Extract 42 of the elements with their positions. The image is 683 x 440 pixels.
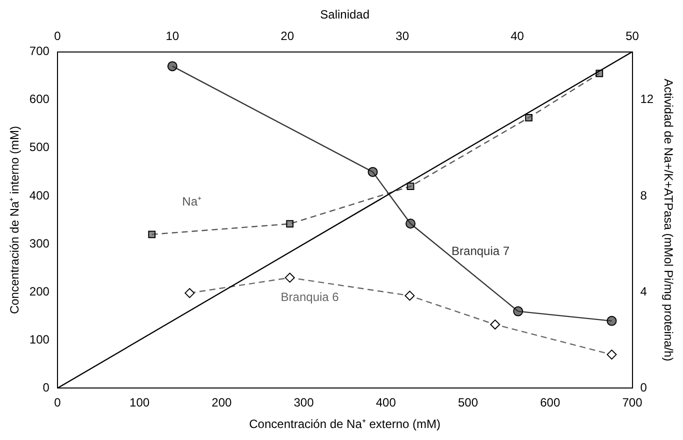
x-tick-label: 500: [458, 396, 478, 410]
y-tick-label: 500: [29, 140, 50, 154]
y-tick-label: 700: [29, 44, 50, 58]
point: [525, 114, 532, 122]
y-tick-label: 0: [42, 380, 50, 395]
y-tick-label: 300: [29, 236, 50, 250]
y-tick-label: 100: [29, 332, 50, 346]
point: [368, 166, 378, 177]
x2-tick-label: 30: [396, 28, 410, 43]
series-label: Branquia 6: [280, 290, 340, 304]
point: [406, 182, 414, 190]
x-tick-label: 200: [212, 396, 232, 410]
y2-tick-label: 4: [640, 284, 648, 298]
point: [513, 306, 524, 316]
x-axis-title: Concentración de Na⁺ externo (mM): [249, 417, 441, 432]
x2-tick-label: 50: [626, 28, 640, 43]
x2-axis-title: Salinidad: [320, 8, 370, 22]
x2-tick-label: 0: [54, 28, 62, 43]
y-tick-label: 400: [29, 188, 50, 202]
y2-tick-label: 8: [640, 188, 648, 202]
point: [286, 220, 294, 228]
series-label: Branquia 7: [452, 244, 510, 258]
y2-axis-title: Actividad de Na+/K+ATPasa (mMol Pi/mg proteina/h): [661, 78, 676, 362]
x-tick-label: 600: [540, 396, 560, 410]
series-label: Na⁺: [182, 194, 202, 209]
x2-tick-label: 40: [510, 28, 524, 43]
point: [606, 316, 617, 326]
x-tick-label: 700: [622, 396, 643, 410]
point: [148, 230, 156, 238]
y-tick-label: 200: [29, 284, 50, 298]
point: [406, 218, 416, 229]
y2-tick-label: 12: [640, 92, 654, 106]
x-tick-label: 400: [376, 396, 396, 410]
x2-tick-label: 10: [166, 28, 180, 43]
x2-tick-label: 20: [280, 28, 294, 43]
x-tick-label: 100: [130, 396, 150, 410]
point: [167, 61, 178, 72]
x-tick-label: 0: [54, 396, 62, 410]
y-axis-title: Concentración de Na⁺ interno (mM): [8, 126, 22, 314]
y2-tick-label: 0: [640, 380, 648, 395]
y-tick-label: 600: [29, 92, 50, 106]
x-tick-label: 300: [294, 396, 314, 410]
